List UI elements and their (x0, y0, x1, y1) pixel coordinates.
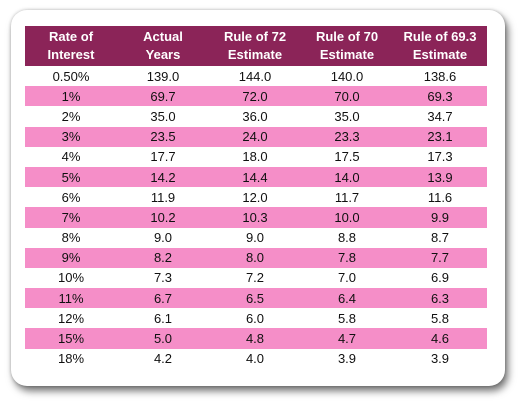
cell-rule-69-3: 8.7 (393, 227, 487, 248)
cell-actual-years: 10.2 (117, 207, 209, 228)
header-rate-of-interest: Rate of Interest (47, 29, 95, 62)
cell-rule-72: 6.5 (209, 288, 301, 309)
header-rule-of-72: Rule of 72 Estimate (223, 29, 287, 62)
cell-actual-years: 9.0 (117, 227, 209, 248)
cell-rule-69-3: 4.6 (393, 328, 487, 349)
cell-rule-70: 5.8 (301, 308, 393, 329)
cell-actual-years: 4.2 (117, 348, 209, 369)
cell-actual-years: 69.7 (117, 86, 209, 107)
cell-rule-72: 14.4 (209, 166, 301, 188)
cell-rate: 18% (25, 348, 117, 369)
header-rule-of-69-3: Rule of 69.3 Estimate (403, 29, 477, 62)
cell-rule-70: 35.0 (301, 106, 393, 127)
cell-actual-years: 6.1 (117, 308, 209, 329)
cell-rule-69-3: 6.3 (393, 288, 487, 309)
table-row: 18% 4.2 4.0 3.9 3.9 (25, 348, 487, 369)
cell-rule-72: 7.2 (209, 267, 301, 289)
table-row: 6% 11.9 12.0 11.7 11.6 (25, 187, 487, 208)
cell-actual-years: 14.2 (117, 166, 209, 188)
table-row: 2% 35.0 36.0 35.0 34.7 (25, 106, 487, 127)
cell-rate: 15% (25, 328, 117, 349)
cell-actual-years: 11.9 (117, 187, 209, 208)
cell-rule-72: 4.8 (209, 328, 301, 349)
cell-rule-72: 4.0 (209, 348, 301, 369)
header-row: Rate of Interest Actual Years Rule of 72… (25, 26, 487, 66)
cell-actual-years: 23.5 (117, 126, 209, 147)
cell-rule-70: 8.8 (301, 227, 393, 248)
cell-rule-70: 70.0 (301, 86, 393, 107)
cell-rule-69-3: 34.7 (393, 106, 487, 127)
cell-rate: 12% (25, 308, 117, 329)
cell-rule-70: 10.0 (301, 207, 393, 228)
table-row: 4% 17.7 18.0 17.5 17.3 (25, 146, 487, 167)
cell-rate: 4% (25, 146, 117, 167)
cell-rate: 8% (25, 227, 117, 248)
cell-actual-years: 7.3 (117, 267, 209, 289)
cell-rate: 6% (25, 187, 117, 208)
cell-rule-69-3: 11.6 (393, 187, 487, 208)
cell-actual-years: 17.7 (117, 146, 209, 167)
cell-rule-72: 12.0 (209, 187, 301, 208)
cell-actual-years: 5.0 (117, 328, 209, 349)
cell-rate: 2% (25, 106, 117, 127)
cell-rule-70: 6.4 (301, 288, 393, 309)
cell-actual-years: 35.0 (117, 106, 209, 127)
table-row: 12% 6.1 6.0 5.8 5.8 (25, 308, 487, 329)
cell-rule-69-3: 9.9 (393, 207, 487, 228)
table-row: 9% 8.2 8.0 7.8 7.7 (25, 247, 487, 268)
cell-rule-72: 10.3 (209, 207, 301, 228)
cell-rule-72: 6.0 (209, 308, 301, 329)
cell-rule-69-3: 23.1 (393, 126, 487, 147)
cell-rate: 9% (25, 247, 117, 268)
doubling-time-table: Rate of Interest Actual Years Rule of 72… (25, 26, 487, 369)
cell-rule-69-3: 3.9 (393, 348, 487, 369)
header-actual-years: Actual Years (143, 29, 183, 62)
table-row: 3% 23.5 24.0 23.3 23.1 (25, 126, 487, 147)
table-header: Rate of Interest Actual Years Rule of 72… (25, 26, 487, 66)
cell-rule-72: 8.0 (209, 247, 301, 268)
cell-rule-69-3: 13.9 (393, 166, 487, 188)
table-row: 1% 69.7 72.0 70.0 69.3 (25, 86, 487, 107)
table-row: 10% 7.3 7.2 7.0 6.9 (25, 267, 487, 289)
header-rule-of-70: Rule of 70 Estimate (315, 29, 379, 62)
cell-rule-70: 17.5 (301, 146, 393, 167)
cell-rate: 1% (25, 86, 117, 107)
cell-rule-69-3: 6.9 (393, 267, 487, 289)
cell-rule-69-3: 69.3 (393, 86, 487, 107)
cell-rule-69-3: 7.7 (393, 247, 487, 268)
cell-rule-72: 18.0 (209, 146, 301, 167)
cell-rule-72: 144.0 (209, 66, 301, 87)
cell-rule-72: 72.0 (209, 86, 301, 107)
table-row: 0.50% 139.0 144.0 140.0 138.6 (25, 66, 487, 87)
table-row: 5% 14.2 14.4 14.0 13.9 (25, 166, 487, 188)
table-row: 11% 6.7 6.5 6.4 6.3 (25, 288, 487, 309)
cell-rule-70: 11.7 (301, 187, 393, 208)
cell-rule-72: 9.0 (209, 227, 301, 248)
cell-rule-70: 14.0 (301, 166, 393, 188)
cell-rule-70: 3.9 (301, 348, 393, 369)
cell-rate: 0.50% (25, 66, 117, 87)
table-row: 7% 10.2 10.3 10.0 9.9 (25, 207, 487, 228)
cell-actual-years: 6.7 (117, 288, 209, 309)
cell-rate: 10% (25, 267, 117, 289)
cell-rule-69-3: 17.3 (393, 146, 487, 167)
cell-rule-69-3: 5.8 (393, 308, 487, 329)
cell-rate: 5% (25, 166, 117, 188)
cell-rule-70: 7.8 (301, 247, 393, 268)
cell-rate: 7% (25, 207, 117, 228)
cell-rule-70: 7.0 (301, 267, 393, 289)
cell-rule-70: 140.0 (301, 66, 393, 87)
cell-rule-70: 4.7 (301, 328, 393, 349)
cell-rule-70: 23.3 (301, 126, 393, 147)
cell-rate: 3% (25, 126, 117, 147)
table-row: 15% 5.0 4.8 4.7 4.6 (25, 328, 487, 349)
cell-rule-69-3: 138.6 (393, 66, 487, 87)
table-row: 8% 9.0 9.0 8.8 8.7 (25, 227, 487, 248)
cell-actual-years: 8.2 (117, 247, 209, 268)
cell-rule-72: 24.0 (209, 126, 301, 147)
cell-rule-72: 36.0 (209, 106, 301, 127)
cell-rate: 11% (25, 288, 117, 309)
table-body: 0.50% 139.0 144.0 140.0 138.6 1% 69.7 72.0 70.0 6… (25, 66, 487, 369)
cell-actual-years: 139.0 (117, 66, 209, 87)
